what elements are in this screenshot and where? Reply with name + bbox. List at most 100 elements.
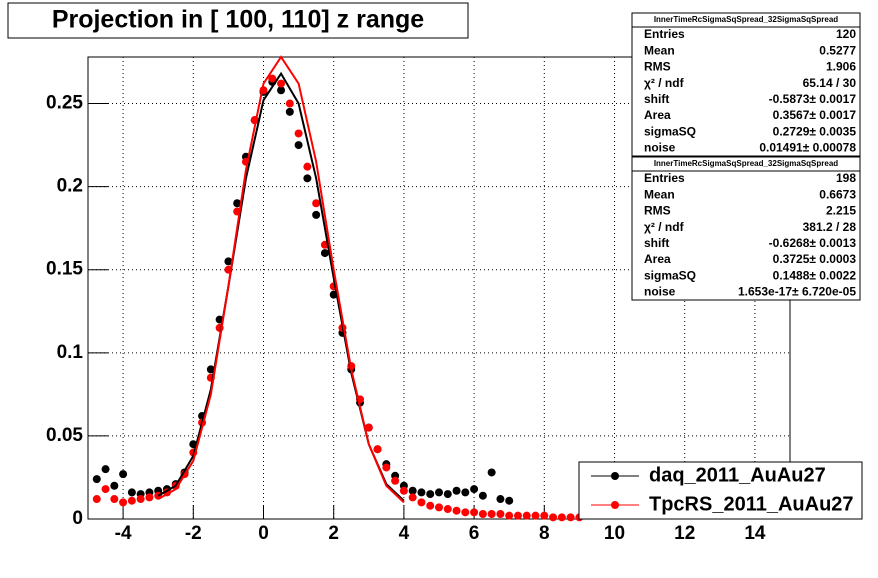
- stats-value: 0.2729± 0.0035: [773, 124, 857, 138]
- stats-label: shift: [644, 92, 669, 106]
- data-point: [391, 476, 400, 485]
- data-point: [110, 481, 119, 490]
- x-tick-label: -2: [185, 523, 202, 544]
- y-tick-label: 0.05: [46, 425, 83, 446]
- data-point: [496, 495, 505, 504]
- data-point: [513, 511, 522, 520]
- data-point: [312, 199, 321, 208]
- data-point: [101, 485, 110, 494]
- stats-value: 1.653e-17± 6.720e-05: [738, 285, 856, 299]
- data-point: [127, 488, 136, 497]
- data-point: [233, 199, 242, 208]
- stats-value: 0.5277: [819, 43, 856, 57]
- data-point: [426, 501, 435, 510]
- data-point: [557, 513, 566, 522]
- data-point: [470, 485, 479, 494]
- data-point: [505, 511, 514, 520]
- x-tick-label: -4: [115, 523, 132, 544]
- data-point: [417, 488, 426, 497]
- data-point: [277, 86, 286, 95]
- stats-label: sigmaSQ: [644, 124, 696, 138]
- data-point: [452, 486, 461, 495]
- stats-label: χ² / ndf: [644, 76, 685, 90]
- stats-box: [631, 12, 861, 157]
- data-point: [285, 107, 294, 116]
- x-tick-label: 8: [539, 523, 550, 544]
- stats-value: 65.14 / 30: [803, 76, 857, 90]
- x-tick-label: 10: [604, 523, 625, 544]
- data-point: [443, 505, 452, 514]
- data-point: [566, 513, 575, 522]
- data-point: [320, 249, 329, 258]
- data-point: [303, 162, 312, 171]
- x-tick-label: 12: [674, 523, 695, 544]
- fit-curve: [157, 55, 405, 504]
- data-point: [136, 495, 145, 504]
- stats-value: 120: [836, 27, 856, 41]
- data-point: [496, 510, 505, 519]
- stats-label: RMS: [644, 60, 671, 74]
- stats-value: 198: [836, 171, 856, 185]
- data-point: [92, 495, 101, 504]
- stats-label: noise: [644, 141, 676, 155]
- data-point: [312, 210, 321, 219]
- y-tick-label: 0.15: [46, 259, 83, 280]
- data-point: [487, 468, 496, 477]
- x-tick-label: 0: [258, 523, 269, 544]
- stats-value: 0.1488± 0.0022: [773, 268, 857, 282]
- stats-value: 0.01491± 0.00078: [759, 141, 856, 155]
- data-point: [549, 513, 558, 522]
- stats-value: 2.215: [826, 204, 856, 218]
- chart-title: Projection in [ 100, 110] z range: [52, 6, 424, 34]
- data-point: [92, 475, 101, 484]
- data-point: [505, 496, 514, 505]
- data-point: [531, 511, 540, 520]
- data-point: [119, 470, 128, 479]
- data-point: [478, 510, 487, 519]
- stats-label: Area: [644, 108, 671, 122]
- data-point: [443, 490, 452, 499]
- data-point: [478, 491, 487, 500]
- data-point: [435, 503, 443, 512]
- stats-box: [631, 156, 861, 301]
- data-point: [110, 495, 119, 504]
- stats-title: InnerTimeRcSigmaSqSpread_32SigmaSqSpread: [654, 159, 838, 168]
- x-tick-label: 14: [744, 523, 766, 544]
- stats-title: InnerTimeRcSigmaSqSpread_32SigmaSqSpread: [654, 15, 838, 24]
- data-point: [408, 493, 417, 502]
- stats-value: -0.6268± 0.0013: [769, 236, 857, 250]
- stats-value: 0.6673: [819, 187, 856, 201]
- stats-label: Entries: [644, 27, 685, 41]
- stats-label: noise: [644, 285, 676, 299]
- data-point: [303, 174, 312, 183]
- data-point: [145, 493, 154, 502]
- data-point: [540, 511, 549, 520]
- stats-label: Mean: [644, 187, 675, 201]
- stats-value: 1.906: [826, 60, 856, 74]
- stats-label: χ² / ndf: [644, 220, 685, 234]
- legend-marker: [611, 472, 619, 480]
- data-point: [417, 498, 426, 507]
- x-tick-label: 4: [399, 523, 410, 544]
- stats-label: Entries: [644, 171, 685, 185]
- legend-marker: [611, 501, 619, 509]
- data-point: [487, 510, 496, 519]
- y-tick-label: 0: [72, 508, 83, 529]
- data-point: [461, 488, 470, 497]
- data-point: [408, 486, 417, 495]
- stats-value: 0.3567± 0.0017: [773, 108, 857, 122]
- stats-label: sigmaSQ: [644, 268, 696, 282]
- legend-label: TpcRS_2011_AuAu27: [649, 493, 854, 515]
- data-point: [101, 465, 110, 474]
- data-point: [224, 257, 233, 266]
- data-point: [127, 496, 136, 505]
- stats-label: Area: [644, 252, 671, 266]
- y-tick-label: 0.2: [57, 176, 83, 197]
- stats-value: 381.2 / 28: [803, 220, 857, 234]
- data-point: [268, 74, 277, 83]
- stats-label: Mean: [644, 43, 675, 57]
- y-tick-label: 0.25: [46, 93, 83, 114]
- data-point: [399, 486, 408, 495]
